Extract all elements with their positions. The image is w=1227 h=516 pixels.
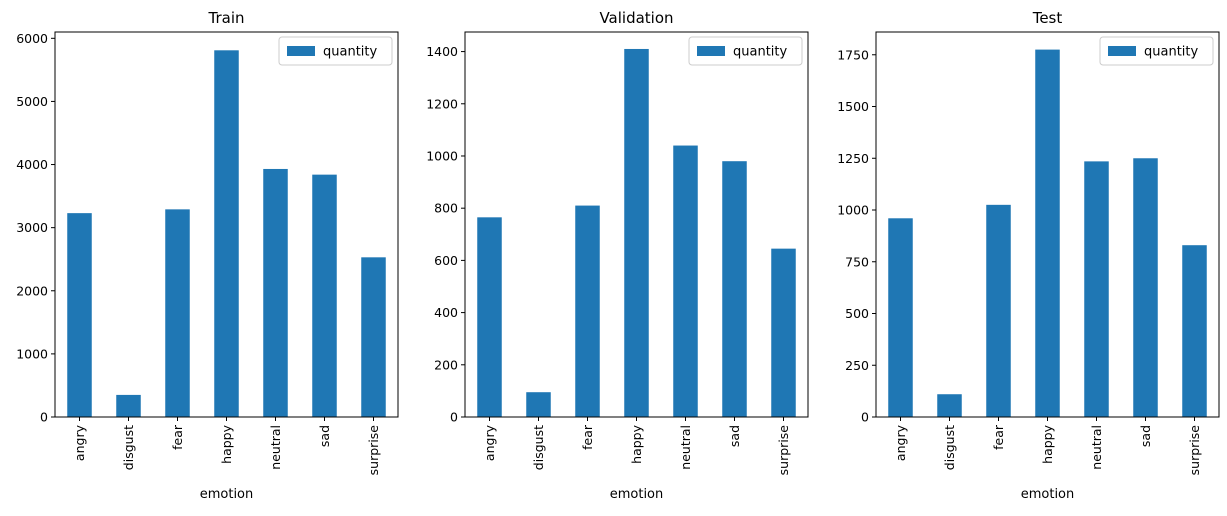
y-tick-label: 1400 — [426, 44, 458, 59]
bar-neutral — [1084, 161, 1109, 417]
legend-box — [1099, 36, 1214, 66]
chart-title: Validation — [599, 9, 673, 27]
chart-title: Test — [1032, 9, 1063, 27]
x-tick-label-happy: happy — [1040, 424, 1055, 463]
y-tick-label: 400 — [434, 305, 458, 320]
chart-panel-0: 0 1000 2000 3000 4000 5000 6000 angry disgust fea… — [16, 9, 399, 502]
bar-fear — [575, 205, 600, 417]
y-tick-label: 1000 — [837, 203, 869, 218]
x-tick-label-surprise: surprise — [366, 425, 381, 476]
bar-fear — [986, 204, 1011, 417]
y-tick-label: 3000 — [16, 220, 48, 235]
y-tick-label: 500 — [845, 306, 869, 321]
x-axis-label: emotion — [200, 487, 254, 502]
x-tick-label-angry: angry — [72, 424, 87, 461]
bar-disgust — [116, 394, 141, 417]
y-tick-label: 1500 — [837, 99, 869, 114]
bar-neutral — [673, 145, 698, 418]
legend-label: quantity — [733, 45, 788, 60]
bar-surprise — [361, 257, 386, 417]
bar-sad — [1133, 158, 1158, 418]
bar-happy — [624, 48, 649, 418]
y-tick-label: 250 — [845, 358, 869, 373]
y-tick-label: 800 — [434, 201, 458, 216]
x-tick-label-disgust: disgust — [121, 425, 136, 470]
bar-disgust — [937, 394, 962, 417]
chart-title: Train — [208, 9, 245, 27]
x-tick-label-neutral: neutral — [1089, 425, 1104, 470]
bar-angry — [888, 218, 913, 417]
x-tick-label-neutral: neutral — [678, 425, 693, 470]
bar-sad — [312, 174, 337, 417]
legend: quantity — [278, 36, 393, 66]
x-tick-label-happy: happy — [629, 424, 644, 463]
x-tick-label-surprise: surprise — [776, 425, 791, 476]
y-tick-label: 1000 — [16, 346, 48, 361]
x-tick-label-fear: fear — [991, 424, 1006, 450]
bar-surprise — [771, 248, 796, 417]
bar-angry — [477, 217, 502, 417]
bar-surprise — [1182, 245, 1207, 417]
legend-label: quantity — [323, 45, 378, 60]
legend-swatch — [1108, 46, 1136, 56]
y-tick-label: 1000 — [426, 148, 458, 163]
x-tick-label-neutral: neutral — [268, 425, 283, 470]
y-tick-label: 1200 — [426, 96, 458, 111]
y-tick-label: 4000 — [16, 157, 48, 172]
legend-swatch — [697, 46, 725, 56]
legend-label: quantity — [1144, 45, 1199, 60]
x-tick-label-disgust: disgust — [942, 425, 957, 470]
bar-neutral — [263, 168, 288, 417]
legend-swatch — [287, 46, 315, 56]
legend-box — [688, 36, 803, 66]
legend: quantity — [688, 36, 803, 66]
y-tick-label: 600 — [434, 253, 458, 268]
x-tick-label-sad: sad — [1138, 425, 1153, 447]
bar-fear — [165, 209, 190, 417]
y-tick-label: 0 — [861, 410, 869, 425]
y-tick-label: 750 — [845, 254, 869, 269]
y-tick-label: 200 — [434, 357, 458, 372]
x-tick-label-angry: angry — [482, 424, 497, 461]
x-axis-label: emotion — [1021, 487, 1075, 502]
x-tick-label-angry: angry — [893, 424, 908, 461]
bar-happy — [214, 50, 239, 417]
x-tick-label-surprise: surprise — [1187, 425, 1202, 476]
x-tick-label-fear: fear — [170, 424, 185, 450]
x-tick-label-disgust: disgust — [531, 425, 546, 470]
chart-panel-2: 0 250 500 750 1000 1250 1500 1750 angry disgust fe… — [837, 9, 1220, 502]
bar-sad — [722, 161, 747, 417]
y-tick-label: 1750 — [837, 47, 869, 62]
y-tick-label: 5000 — [16, 94, 48, 109]
y-tick-label: 0 — [40, 410, 48, 425]
y-tick-label: 6000 — [16, 31, 48, 46]
x-tick-label-sad: sad — [317, 425, 332, 447]
x-tick-label-sad: sad — [727, 425, 742, 447]
bar-angry — [67, 213, 92, 417]
y-tick-label: 1250 — [837, 151, 869, 166]
legend-box — [278, 36, 393, 66]
y-tick-label: 0 — [450, 410, 458, 425]
bar-disgust — [526, 392, 551, 417]
x-tick-label-happy: happy — [219, 424, 234, 463]
x-tick-label-fear: fear — [580, 424, 595, 450]
y-tick-label: 2000 — [16, 283, 48, 298]
legend: quantity — [1099, 36, 1214, 66]
bar-happy — [1035, 49, 1060, 417]
chart-panel-1: 0 200 400 600 800 1000 1200 1400 angry disgust fea… — [426, 9, 809, 502]
x-axis-label: emotion — [610, 487, 664, 502]
